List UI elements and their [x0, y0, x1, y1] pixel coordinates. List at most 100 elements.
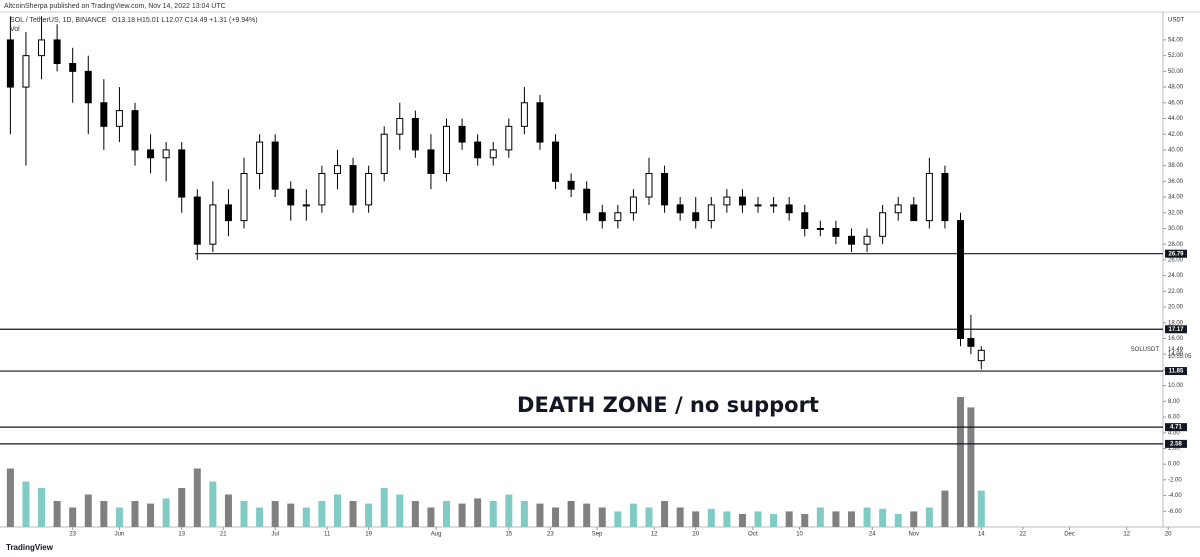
candle-body	[723, 196, 731, 206]
volume-bar	[147, 503, 155, 527]
volume-bar	[552, 507, 560, 527]
y-tick-label: 42.00	[1168, 132, 1184, 138]
y-tick-label: 32.00	[1168, 210, 1184, 216]
candle-body	[38, 39, 46, 57]
y-tick-label: 4.00	[1168, 430, 1180, 436]
candle-body	[598, 212, 606, 222]
x-tick-label: Jul	[271, 532, 279, 538]
volume-bar	[333, 494, 341, 527]
y-tick-label: 10.00	[1168, 383, 1184, 389]
y-tick-label: 40.00	[1168, 147, 1184, 153]
y-tick-label: 50.00	[1168, 69, 1184, 75]
volume-bar	[115, 507, 123, 527]
y-tick-label: -2.00	[1168, 477, 1182, 483]
candle-body	[847, 235, 855, 245]
candle-body	[178, 149, 186, 198]
level-label-box	[1165, 423, 1187, 432]
volume-bar	[832, 511, 840, 527]
volume-legend: Vol	[10, 26, 20, 33]
candle-body	[6, 39, 14, 88]
volume-bar	[661, 501, 669, 527]
volume-bar	[723, 511, 731, 527]
annotation: DEATH ZONE / no support	[517, 393, 819, 417]
level-label: 2.58	[1170, 441, 1182, 447]
volume-bar	[443, 501, 451, 527]
candle-body	[967, 337, 975, 347]
level-label: 4.71	[1170, 425, 1182, 431]
candle-body	[443, 125, 451, 174]
candle-body	[707, 204, 715, 222]
x-tick-label: 22	[1019, 532, 1026, 538]
x-tick-label: Jun	[115, 532, 125, 538]
candle-body	[427, 149, 435, 174]
candle-body	[692, 212, 700, 222]
x-tick-label: 23	[69, 532, 76, 538]
volume-bar	[598, 507, 606, 527]
candle-body	[676, 204, 684, 214]
volume-bar	[240, 501, 248, 527]
y-tick-label: 6.00	[1168, 415, 1180, 421]
candle-body	[583, 188, 591, 214]
x-tick-label: 20	[692, 532, 699, 538]
candle-body	[520, 102, 528, 127]
volume-bar	[380, 488, 388, 527]
y-tick-label: 46.00	[1168, 100, 1184, 106]
volume-bar	[614, 511, 622, 527]
candle-body	[832, 227, 840, 237]
volume-bar	[863, 507, 871, 527]
volume-bar	[131, 501, 139, 527]
symbol-legend: SOL / TetherUS, 1D, BINANCE	[10, 17, 107, 24]
y-tick-label: 14.00	[1168, 352, 1184, 358]
volume-bar	[629, 503, 637, 527]
candle-body	[957, 220, 965, 339]
candle-body	[738, 196, 746, 206]
level-label-box	[1165, 249, 1187, 258]
volume-bar	[224, 494, 232, 527]
candle-body	[977, 349, 985, 362]
x-tick-label: 20	[1165, 532, 1172, 538]
x-tick-label: 21	[220, 532, 227, 538]
candle-body	[879, 212, 887, 237]
candle-body	[661, 172, 669, 206]
volume-bar	[318, 501, 326, 527]
candle-body	[271, 141, 279, 190]
volume-bar	[396, 494, 404, 527]
volume-bar	[38, 488, 46, 527]
candle-body	[53, 39, 61, 64]
candle-body	[941, 172, 949, 222]
y-tick-label: -4.00	[1168, 493, 1182, 499]
x-tick-label: 10	[796, 532, 803, 538]
candle-body	[115, 110, 123, 127]
volume-bar	[645, 507, 653, 527]
volume-bar	[427, 507, 435, 527]
candle-body	[536, 102, 544, 143]
y-tick-label: 28.00	[1168, 242, 1184, 248]
x-tick-label: Nov	[908, 532, 919, 538]
y-tick-label: 34.00	[1168, 195, 1184, 201]
candle-body	[614, 212, 622, 222]
volume-bar	[925, 507, 933, 527]
y-tick-label: 18.00	[1168, 320, 1184, 326]
candle-body	[240, 172, 248, 222]
level-label: 17.17	[1168, 327, 1184, 333]
volume-bar	[567, 501, 575, 527]
candle-body	[333, 165, 341, 174]
y-tick-label: 44.00	[1168, 116, 1184, 122]
volume-bar	[162, 498, 170, 527]
candle-body	[567, 180, 575, 190]
candle-body	[287, 188, 295, 206]
volume-bar	[785, 511, 793, 527]
y-tick-label: 20.00	[1168, 305, 1184, 311]
level-label-box	[1165, 325, 1187, 334]
volume-bar	[894, 514, 902, 527]
volume-bar	[536, 503, 544, 527]
volume-bar	[178, 488, 186, 527]
published-note: AltcoinSherpa published on TradingView.c…	[4, 3, 226, 10]
x-tick-label: Sep	[592, 532, 603, 538]
volume-bar	[193, 468, 201, 527]
volume-bar	[256, 507, 264, 527]
candle-body	[770, 204, 778, 207]
y-tick-label: 26.00	[1168, 257, 1184, 263]
candle-body	[22, 55, 30, 88]
